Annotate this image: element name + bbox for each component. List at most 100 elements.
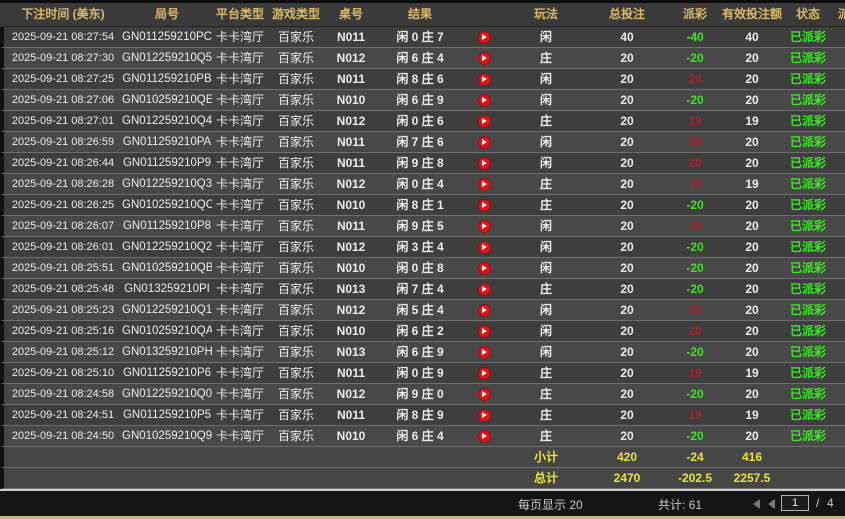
play-icon: [482, 244, 487, 250]
round-id-cell: GN013259210PH: [122, 346, 212, 358]
replay-button[interactable]: [477, 429, 491, 443]
table-row: 2025-09-21 08:24:58 GN012259210Q0 卡卡湾厅 百家乐 N…: [0, 384, 845, 405]
valid-bet-cell: 20: [745, 198, 759, 212]
total-count-label: 共计:: [658, 498, 686, 512]
replay-button[interactable]: [477, 198, 491, 212]
play-icon: [482, 412, 487, 418]
payout-cell: 20: [688, 156, 702, 170]
result-cell: 闲 6 庄 9: [396, 93, 444, 107]
replay-button[interactable]: [477, 282, 491, 296]
replay-button[interactable]: [477, 261, 491, 275]
replay-button[interactable]: [477, 30, 491, 44]
result-cell: 闲 6 庄 4: [396, 51, 444, 65]
extra-cell: [834, 342, 845, 362]
replay-button[interactable]: [477, 156, 491, 170]
first-page-button[interactable]: [753, 499, 763, 509]
payout-cell: -20: [686, 345, 704, 359]
replay-button[interactable]: [477, 114, 491, 128]
table-no-cell: N012: [336, 303, 366, 317]
top-strip: [0, 0, 845, 3]
status-cell: 已派彩: [789, 345, 826, 359]
payout-cell: 19: [688, 408, 702, 422]
extra-cell: [834, 300, 845, 320]
extra-cell: [834, 132, 845, 152]
extra-cell: [834, 321, 845, 341]
status-cell: 已派彩: [789, 282, 826, 296]
page-size-value[interactable]: 20: [569, 498, 583, 512]
platform-cell: 卡卡湾厅: [215, 240, 264, 254]
extra-cell: [834, 69, 845, 89]
game-type-cell: 百家乐: [277, 177, 314, 191]
replay-button[interactable]: [477, 324, 491, 338]
total-bet-cell: 20: [620, 303, 634, 317]
replay-button[interactable]: [477, 387, 491, 401]
game-type-cell: 百家乐: [277, 156, 314, 170]
col-header-total-bet: 总投注: [608, 7, 645, 21]
game-type-cell: 百家乐: [277, 51, 314, 65]
round-id-cell: GN012259210Q4: [122, 115, 212, 127]
replay-button[interactable]: [477, 240, 491, 254]
payout-cell: 19: [688, 114, 702, 128]
table-no-cell: N010: [336, 324, 366, 338]
valid-bet-cell: 20: [745, 345, 759, 359]
status-cell: 已派彩: [789, 408, 826, 422]
play-icon: [482, 160, 487, 166]
status-cell: 已派彩: [789, 261, 826, 275]
play-type-cell: 庄: [539, 198, 552, 212]
valid-bet-cell: 20: [745, 219, 759, 233]
grand-total-valid-bet: 2257.5: [733, 471, 771, 485]
page-input[interactable]: [781, 495, 809, 511]
game-type-cell: 百家乐: [277, 93, 314, 107]
replay-button[interactable]: [477, 219, 491, 233]
replay-button[interactable]: [477, 177, 491, 191]
replay-cell: [462, 90, 506, 110]
play-type-cell: 闲: [539, 156, 552, 170]
result-cell: 闲 9 庄 5: [396, 219, 444, 233]
valid-bet-cell: 19: [745, 366, 759, 380]
prev-page-button[interactable]: [768, 499, 778, 509]
result-cell: 闲 6 庄 9: [396, 345, 444, 359]
play-type-cell: 闲: [539, 30, 552, 44]
platform-cell: 卡卡湾厅: [215, 156, 264, 170]
payout-cell: -20: [686, 240, 704, 254]
status-cell: 已派彩: [789, 198, 826, 212]
replay-button[interactable]: [477, 72, 491, 86]
extra-cell: [834, 426, 845, 446]
bet-time-cell: 2025-09-21 08:24:51: [11, 409, 115, 421]
extra-cell: [834, 27, 845, 47]
replay-cell: [462, 174, 506, 194]
subtotal-valid-bet: 416: [741, 450, 763, 464]
grand-total-spacer: [4, 468, 506, 488]
valid-bet-cell: 40: [745, 30, 759, 44]
play-icon: [482, 181, 487, 187]
total-bet-cell: 20: [620, 366, 634, 380]
total-bet-cell: 40: [620, 30, 634, 44]
table-no-cell: N013: [336, 282, 366, 296]
replay-button[interactable]: [477, 135, 491, 149]
replay-button[interactable]: [477, 93, 491, 107]
replay-cell: [462, 132, 506, 152]
replay-button[interactable]: [477, 303, 491, 317]
table-no-cell: N011: [336, 72, 366, 86]
replay-button[interactable]: [477, 366, 491, 380]
play-type-cell: 闲: [539, 135, 552, 149]
game-type-cell: 百家乐: [277, 219, 314, 233]
bet-time-cell: 2025-09-21 08:27:01: [11, 115, 115, 127]
payout-cell: -20: [686, 93, 704, 107]
round-id-cell: GN012259210Q3: [122, 178, 212, 190]
extra-cell: [834, 363, 845, 383]
play-icon: [482, 370, 487, 376]
play-type-cell: 庄: [539, 429, 552, 443]
grand-total-label: 总计: [533, 471, 558, 485]
status-cell: 已派彩: [789, 387, 826, 401]
replay-button[interactable]: [477, 345, 491, 359]
replay-cell: [462, 153, 506, 173]
col-header-clipped: 派: [838, 7, 845, 21]
payout-cell: 19: [688, 366, 702, 380]
platform-cell: 卡卡湾厅: [215, 408, 264, 422]
replay-button[interactable]: [477, 408, 491, 422]
replay-button[interactable]: [477, 51, 491, 65]
replay-cell: [462, 111, 506, 131]
replay-cell: [462, 426, 506, 446]
